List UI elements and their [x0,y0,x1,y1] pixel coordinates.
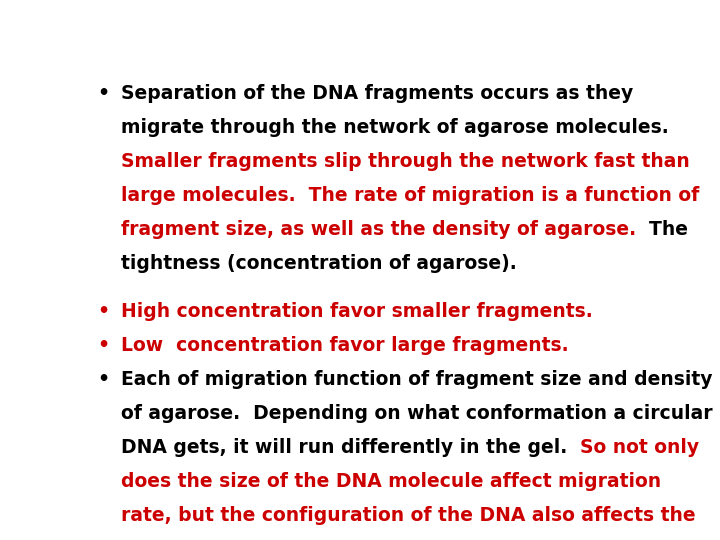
Text: Each of migration function of fragment size and density: Each of migration function of fragment s… [121,370,712,389]
Text: •: • [97,84,109,103]
Text: rate, but the configuration of the DNA also affects the: rate, but the configuration of the DNA a… [121,507,696,525]
Text: •: • [97,370,109,389]
Text: tightness (concentration of agarose).: tightness (concentration of agarose). [121,254,516,273]
Text: Smaller fragments slip through the network fast than: Smaller fragments slip through the netwo… [121,152,690,171]
Text: So not only: So not only [580,438,699,457]
Text: High concentration favor smaller fragments.: High concentration favor smaller fragmen… [121,302,593,321]
Text: Separation of the DNA fragments occurs as they: Separation of the DNA fragments occurs a… [121,84,633,103]
Text: Low  concentration favor large fragments.: Low concentration favor large fragments. [121,336,568,355]
Text: of agarose.  Depending on what conformation a circular: of agarose. Depending on what conformati… [121,404,712,423]
Text: •: • [97,302,109,321]
Text: does the size of the DNA molecule affect migration: does the size of the DNA molecule affect… [121,472,661,491]
Text: The: The [636,220,688,239]
Text: large molecules.  The rate of migration is a function of: large molecules. The rate of migration i… [121,186,699,205]
Text: migrate through the network of agarose molecules.: migrate through the network of agarose m… [121,118,668,137]
Text: fragment size, as well as the density of agarose.: fragment size, as well as the density of… [121,220,636,239]
Text: DNA gets, it will run differently in the gel.: DNA gets, it will run differently in the… [121,438,580,457]
Text: •: • [97,336,109,355]
